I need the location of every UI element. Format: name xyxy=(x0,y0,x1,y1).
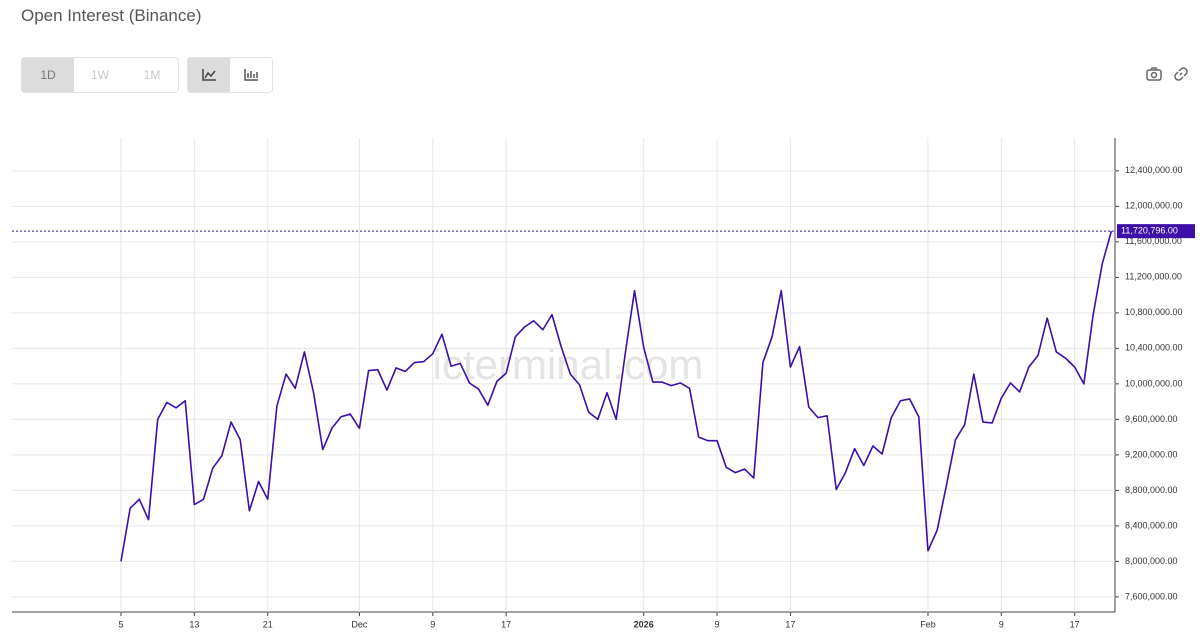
y-tick-label: 8,400,000.00 xyxy=(1125,520,1178,530)
x-tick-label: 2026 xyxy=(634,619,654,629)
x-tick-label: 9 xyxy=(999,619,1004,629)
x-tick-label: Dec xyxy=(351,619,368,629)
line-icon xyxy=(202,69,216,81)
timeframe-button[interactable]: 1D xyxy=(22,58,74,92)
x-tick-label: 21 xyxy=(263,619,273,629)
y-tick-label: 9,200,000.00 xyxy=(1125,449,1178,459)
bar-icon xyxy=(244,69,258,81)
x-tick-label: Feb xyxy=(920,619,936,629)
timeframe-button[interactable]: 1M xyxy=(143,68,161,82)
last-value-box xyxy=(1117,224,1195,239)
chart-title: Open Interest (Binance) xyxy=(21,6,202,25)
bar-chart-button[interactable] xyxy=(230,58,272,92)
last-value-label: 11,720,796.00 xyxy=(1121,226,1178,236)
y-tick-label: 12,000,000.00 xyxy=(1125,201,1183,211)
timeframe-button[interactable]: 1W xyxy=(91,68,109,82)
y-tick-label: 8,800,000.00 xyxy=(1125,485,1178,495)
x-tick-label: 17 xyxy=(785,619,795,629)
screenshot-button[interactable] xyxy=(1145,65,1163,83)
y-tick-label: 10,400,000.00 xyxy=(1125,343,1183,353)
y-tick-label: 11,200,000.00 xyxy=(1125,272,1182,282)
series-line xyxy=(120,230,1113,562)
x-tick-label: 13 xyxy=(189,619,199,629)
timeframe-group: 1D 1W 1M xyxy=(21,57,179,93)
y-tick-label: 8,000,000.00 xyxy=(1125,556,1178,566)
line-chart-button[interactable] xyxy=(188,58,230,92)
chart-type-group xyxy=(187,57,273,93)
x-tick-label: 9 xyxy=(430,619,435,629)
x-tick-label: 5 xyxy=(118,619,123,629)
y-tick-label: 9,600,000.00 xyxy=(1125,414,1178,424)
y-tick-label: 11,600,000.00 xyxy=(1125,236,1182,246)
y-tick-label: 7,600,000.00 xyxy=(1125,591,1178,601)
x-tick-label: 17 xyxy=(1070,619,1080,629)
x-tick-label: 17 xyxy=(501,619,511,629)
y-tick-label: 12,400,000.00 xyxy=(1125,165,1183,175)
x-tick-label: 9 xyxy=(715,619,720,629)
link-button[interactable] xyxy=(1172,65,1190,83)
y-tick-label: 10,000,000.00 xyxy=(1125,378,1183,388)
y-tick-label: 10,800,000.00 xyxy=(1125,307,1183,317)
